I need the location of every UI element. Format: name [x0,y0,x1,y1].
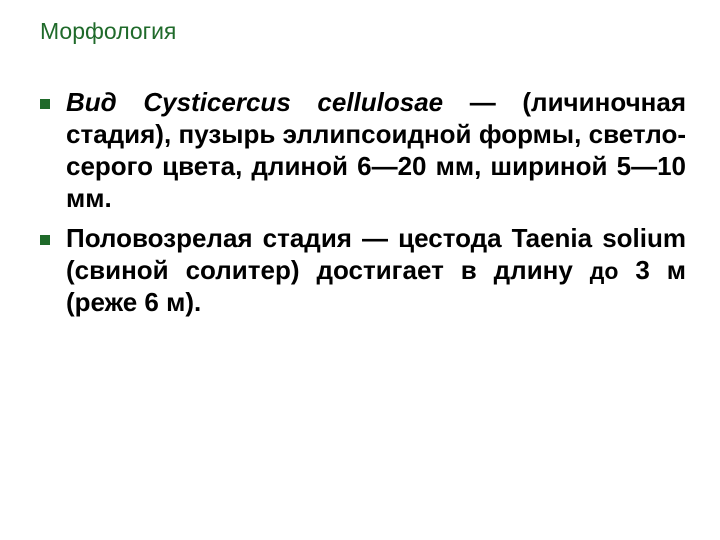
item-italic-prefix: Вид Cysticercus cellulosae [66,87,470,117]
slide-container: Морфология Вид Cysticercus cellulosae — … [0,0,720,540]
bullet-list: Вид Cysticercus cellulosae — (личиночная… [34,87,686,319]
list-item: Половозрелая стадия — цестода Taenia sol… [36,223,686,319]
slide-title: Морфология [34,18,686,45]
list-item: Вид Cysticercus cellulosae — (личиночная… [36,87,686,215]
item-text: Половозрелая стадия — цестода Taenia sol… [66,223,686,317]
